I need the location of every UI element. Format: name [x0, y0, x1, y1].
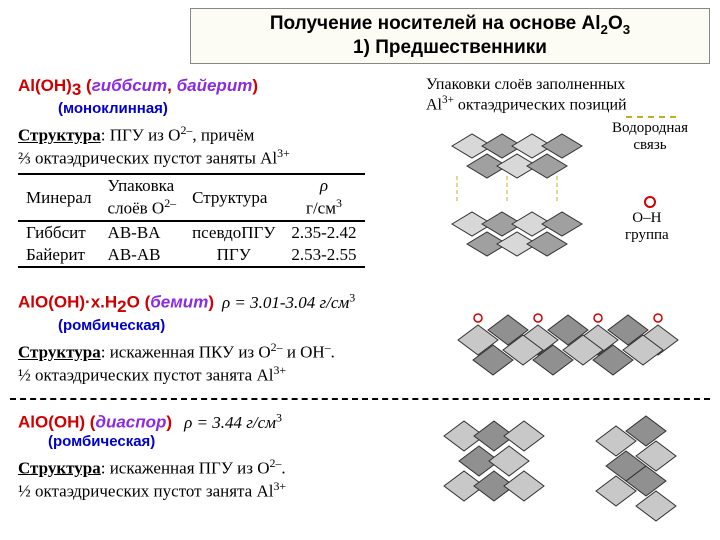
s3d: ½ октаэдрических пустот занята Al — [18, 481, 273, 500]
rho2: ρ = 3.01-3.04 г/см3 — [222, 293, 355, 312]
c3c: ) — [166, 413, 172, 432]
diagram-layers-icon — [432, 106, 602, 266]
title-sub2: 3 — [623, 22, 630, 37]
structure-3: Структура: искаженная ПГУ из O2–. ½ окта… — [18, 456, 286, 502]
packing-a: Упаковки слоёв заполненных — [426, 76, 625, 93]
diagram-diaspore-a-icon — [434, 406, 564, 526]
struct-c: ⅔ октаэдрических пустот заняты Al — [18, 149, 277, 168]
packing-3plus: 3+ — [442, 94, 454, 106]
r2c2: AB-AB — [100, 244, 185, 267]
th2-sup: 2– — [164, 196, 176, 210]
title-al: Al — [582, 13, 601, 34]
th-rho: ρ г/см3 — [283, 174, 364, 221]
c2a: AlO(OH)·x.H — [18, 293, 117, 312]
th2b: слоёв O — [108, 199, 165, 218]
r2c4: 2.53-2.55 — [283, 244, 364, 267]
section-gibbsite: Al(OH)3 (гиббсит, байерит) (моноклинная)… — [18, 76, 365, 268]
th-mineral: Минерал — [18, 174, 100, 221]
struct-a: : ПГУ из O — [101, 126, 181, 145]
hbond-dash-icon — [626, 116, 676, 118]
compound-line: Al(OH)3 (гиббсит, байерит) — [18, 76, 365, 100]
th4-sup: 3 — [336, 196, 342, 210]
r2c1: Байерит — [18, 244, 100, 267]
s2b: и OH — [283, 343, 325, 362]
legend-hbond: Водородная связь — [612, 120, 688, 153]
compound-close: ) — [252, 76, 258, 95]
th4b: г/см — [306, 199, 336, 218]
table-row: Байерит AB-AB ПГУ 2.53-2.55 — [18, 244, 365, 267]
oh-circle-icon — [644, 196, 656, 208]
c2b: O ( — [127, 293, 151, 312]
title-line1: Получение носителей на основе Al2O3 — [209, 13, 691, 37]
s2d: ½ октаэдрических пустот занята Al — [18, 366, 273, 385]
rho2-val: ρ = 3.01-3.04 г/см — [222, 293, 349, 312]
crystal-system-1: (моноклинная) — [58, 100, 365, 117]
s2c: . — [331, 343, 335, 362]
compound-open: ( — [81, 76, 91, 95]
c3a: AlO(OH) ( — [18, 413, 95, 432]
mineral-boehmite: бемит — [150, 293, 208, 312]
rho2-sup: 3 — [349, 290, 355, 304]
s3-3p: 3+ — [273, 479, 286, 493]
compound-aloh3-sub: 3 — [72, 80, 81, 99]
title-box: Получение носителей на основе Al2O3 1) П… — [190, 8, 710, 64]
r2c3: ПГУ — [184, 244, 283, 267]
c2c: ) — [208, 293, 214, 312]
rho3-val: ρ = 3.44 г/см — [184, 413, 276, 432]
table-row: Гиббсит AB-BA псевдоПГУ 2.35-2.42 — [18, 221, 365, 244]
s2a: : искаженная ПКУ из O — [101, 343, 271, 362]
th-packing: Упаковка слоёв O2– — [100, 174, 185, 221]
s2-label: Структура — [18, 343, 101, 362]
r1c3: псевдоПГУ — [184, 221, 283, 244]
s3-2m: 2– — [270, 456, 282, 470]
title-sub1: 2 — [601, 22, 608, 37]
hbond1: Водородная — [612, 120, 688, 136]
mineral-diaspore: диаспор — [95, 413, 166, 432]
r1c1: Гиббсит — [18, 221, 100, 244]
title-line2: 1) Предшественники — [209, 37, 691, 59]
struct-3plus: 3+ — [277, 146, 290, 160]
r1c2: AB-BA — [100, 221, 185, 244]
mineral-bayerite: байерит — [177, 76, 253, 95]
horizontal-divider — [10, 398, 710, 400]
r1c4: 2.35-2.42 — [283, 221, 364, 244]
s3a: : искаженная ПГУ из O — [101, 458, 270, 477]
s2-2m: 2– — [271, 340, 283, 354]
rho3: ρ = 3.44 г/см3 — [184, 413, 282, 432]
title-text-a: Получение носителей на основе — [270, 13, 582, 34]
mineral-gibbsite: гиббсит — [92, 76, 167, 95]
structure-1: Структура: ПГУ из O2–, причём ⅔ октаэдри… — [18, 123, 365, 169]
th4a: ρ — [320, 176, 328, 195]
crystal-system-3: (ромбическая) — [48, 433, 286, 450]
s2-3p: 3+ — [273, 363, 286, 377]
legend-oh: O–H группа — [625, 210, 669, 243]
title-o: O — [608, 13, 623, 34]
structure-2: Структура: искаженная ПКУ из O2– и OH–. … — [18, 340, 355, 386]
oh1: O–H — [632, 210, 661, 226]
section-diaspore: AlO(OH) (диаспор) ρ = 3.44 г/см3 (ромбич… — [18, 410, 286, 502]
s3c: . — [281, 458, 285, 477]
section-boehmite: AlO(OH)·x.H2O (бемит) ρ = 3.01-3.04 г/см… — [18, 290, 355, 386]
compound-line-2: AlO(OH)·x.H2O (бемит) ρ = 3.01-3.04 г/см… — [18, 290, 355, 317]
struct-b: , причём — [192, 126, 254, 145]
th2a: Упаковка — [108, 176, 175, 195]
hbond2: связь — [633, 137, 666, 153]
c2sub: 2 — [117, 297, 126, 316]
compound-line-3: AlO(OH) (диаспор) ρ = 3.44 г/см3 — [18, 410, 286, 433]
compound-sep: , — [167, 76, 176, 95]
struct-2minus: 2– — [180, 123, 192, 137]
s3-label: Структура — [18, 458, 101, 477]
oh2: группа — [625, 227, 669, 243]
th-struct: Структура — [184, 174, 283, 221]
diagram-diaspore-b-icon — [576, 406, 706, 526]
struct-label: Структура — [18, 126, 101, 145]
mineral-table: Минерал Упаковка слоёв O2– Структура ρ г/с… — [18, 173, 365, 268]
rho3-sup: 3 — [276, 410, 282, 424]
crystal-system-2: (ромбическая) — [58, 317, 355, 334]
compound-aloh3-a: Al(OH) — [18, 76, 72, 95]
diagram-boehmite-icon — [448, 290, 708, 390]
